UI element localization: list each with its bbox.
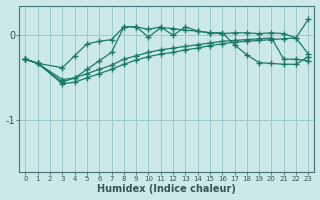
X-axis label: Humidex (Indice chaleur): Humidex (Indice chaleur) bbox=[98, 184, 236, 194]
